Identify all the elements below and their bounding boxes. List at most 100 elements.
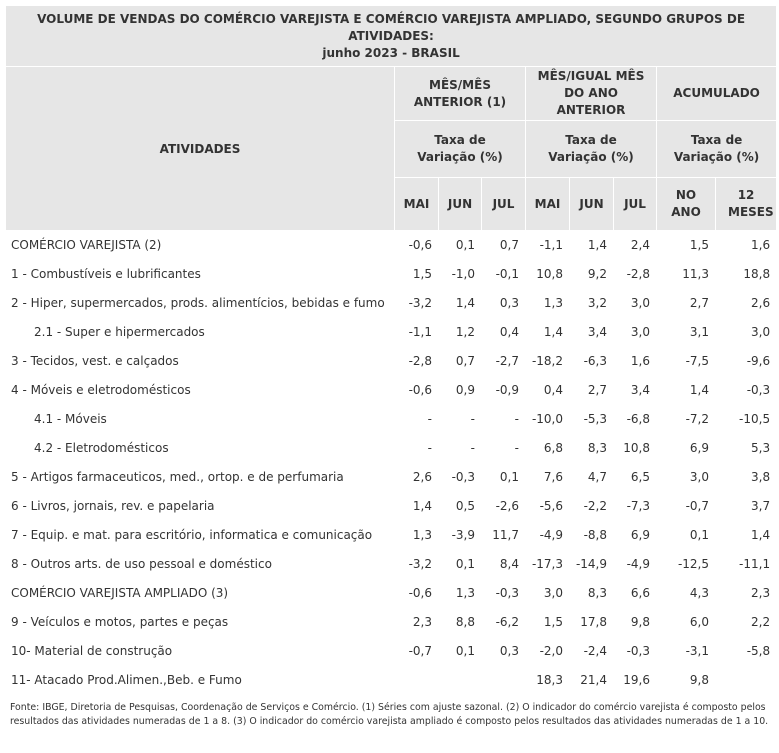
row-value: -17,3 bbox=[525, 549, 570, 579]
table-row: 4 - Móveis e eletrodomésticos -0,6 0,9 -0,9… bbox=[5, 375, 778, 405]
header-month-jun-2: JUN bbox=[569, 177, 614, 231]
row-value: 0,5 bbox=[438, 491, 482, 521]
row-label: 7 - Equip. e mat. para escritório, infor… bbox=[5, 520, 395, 550]
row-value: -2,4 bbox=[569, 636, 614, 666]
row-value: 6,9 bbox=[656, 433, 716, 463]
row-value: 1,5 bbox=[394, 259, 439, 289]
row-value: 8,4 bbox=[481, 549, 526, 579]
row-value: 11,3 bbox=[656, 259, 716, 289]
row-value: 10,8 bbox=[613, 433, 657, 463]
row-value: 0,7 bbox=[481, 230, 526, 260]
row-label: 8 - Outros arts. de uso pessoal e domést… bbox=[5, 549, 395, 579]
header-taxa-3: Taxa de Variação (%) bbox=[655, 120, 778, 178]
row-value: 3,7 bbox=[714, 491, 778, 521]
row-value: -1,1 bbox=[525, 230, 570, 260]
row-value: -7,5 bbox=[656, 346, 716, 376]
row-value: 0,3 bbox=[481, 288, 526, 318]
row-value: -0,7 bbox=[394, 636, 439, 666]
row-value: 6,8 bbox=[525, 433, 570, 463]
row-value: 8,8 bbox=[438, 607, 482, 637]
row-value: 4,3 bbox=[656, 578, 716, 608]
table-title: VOLUME DE VENDAS DO COMÉRCIO VAREJISTA E… bbox=[4, 5, 778, 67]
row-value bbox=[481, 665, 526, 695]
row-label: COMÉRCIO VAREJISTA AMPLIADO (3) bbox=[5, 578, 395, 608]
row-value: -3,1 bbox=[656, 636, 716, 666]
row-value: 3,4 bbox=[569, 317, 614, 347]
row-value: 0,1 bbox=[438, 636, 482, 666]
row-label: 2.1 - Super e hipermercados bbox=[5, 317, 395, 347]
row-value: 3,2 bbox=[569, 288, 614, 318]
row-value: - bbox=[481, 433, 526, 463]
row-label: 6 - Livros, jornais, rev. e papelaria bbox=[5, 491, 395, 521]
row-value: -1,0 bbox=[438, 259, 482, 289]
row-value: -12,5 bbox=[656, 549, 716, 579]
row-value: -4,9 bbox=[613, 549, 657, 579]
row-value: 6,0 bbox=[656, 607, 716, 637]
row-value: -6,8 bbox=[613, 404, 657, 434]
header-month-jul-2: JUL bbox=[613, 177, 657, 231]
row-value: 2,6 bbox=[714, 288, 778, 318]
row-value: 3,0 bbox=[613, 317, 657, 347]
row-value: -0,7 bbox=[656, 491, 716, 521]
row-value: 8,3 bbox=[569, 433, 614, 463]
row-value: -6,3 bbox=[569, 346, 614, 376]
table-row: COMÉRCIO VAREJISTA (2) -0,6 0,1 0,7 -1,1 1,4 2… bbox=[5, 230, 778, 260]
table-title-line2: junho 2023 - BRASIL bbox=[322, 45, 460, 60]
table-row: 9 - Veículos e motos, partes e peças 2,3 8… bbox=[5, 607, 778, 637]
row-value: 6,6 bbox=[613, 578, 657, 608]
row-value: 1,2 bbox=[438, 317, 482, 347]
row-value: 0,3 bbox=[481, 636, 526, 666]
row-value: 1,5 bbox=[656, 230, 716, 260]
row-value: 3,8 bbox=[714, 462, 778, 492]
header-taxa-2: Taxa de Variação (%) bbox=[525, 120, 657, 178]
row-value: 2,4 bbox=[613, 230, 657, 260]
row-value: 0,4 bbox=[525, 375, 570, 405]
row-value: 7,6 bbox=[525, 462, 570, 492]
row-value: 18,8 bbox=[714, 259, 778, 289]
row-value: 0,1 bbox=[481, 462, 526, 492]
table-row: 7 - Equip. e mat. para escritório, infor… bbox=[5, 520, 778, 550]
row-value: 9,2 bbox=[569, 259, 614, 289]
row-value: -2,7 bbox=[481, 346, 526, 376]
row-value: 5,3 bbox=[714, 433, 778, 463]
row-label: 10- Material de construção bbox=[5, 636, 395, 666]
row-value: -3,2 bbox=[394, 549, 439, 579]
row-value: 1,4 bbox=[714, 520, 778, 550]
header-12-meses: 12 MESES bbox=[714, 177, 778, 231]
row-label: 5 - Artigos farmaceuticos, med., ortop. … bbox=[5, 462, 395, 492]
table-row: 4.1 - Móveis - - - -10,0 -5,3 -6,8 -7,2 -10,5 bbox=[5, 404, 778, 434]
row-value: -2,6 bbox=[481, 491, 526, 521]
row-value: -3,9 bbox=[438, 520, 482, 550]
row-value: -9,6 bbox=[714, 346, 778, 376]
footnote-line1: Fonte: IBGE, Diretoria de Pesquisas, Coo… bbox=[10, 702, 766, 713]
header-group-acumulado: ACUMULADO bbox=[655, 66, 778, 121]
row-label: 3 - Tecidos, vest. e calçados bbox=[5, 346, 395, 376]
row-value: -3,2 bbox=[394, 288, 439, 318]
row-value: -2,2 bbox=[569, 491, 614, 521]
table-row: 2 - Hiper, supermercados, prods. aliment… bbox=[5, 288, 778, 318]
row-label: 4.2 - Eletrodomésticos bbox=[5, 433, 395, 463]
row-value: 0,9 bbox=[438, 375, 482, 405]
row-value: 9,8 bbox=[613, 607, 657, 637]
row-value: 8,3 bbox=[569, 578, 614, 608]
row-value: -0,1 bbox=[481, 259, 526, 289]
row-value: 11,7 bbox=[481, 520, 526, 550]
header-group-mes-mes: MÊS/MÊS ANTERIOR (1) bbox=[394, 66, 526, 121]
row-value: -0,3 bbox=[481, 578, 526, 608]
row-value: -7,3 bbox=[613, 491, 657, 521]
row-value: -2,8 bbox=[613, 259, 657, 289]
row-value: 18,3 bbox=[525, 665, 570, 695]
row-value: 1,4 bbox=[656, 375, 716, 405]
row-value: -2,0 bbox=[525, 636, 570, 666]
header-group-mes-igual: MÊS/IGUAL MÊS DO ANO ANTERIOR bbox=[525, 66, 657, 121]
table-row: 3 - Tecidos, vest. e calçados -2,8 0,7 -2,7… bbox=[5, 346, 778, 376]
row-value bbox=[394, 665, 439, 695]
table-body: COMÉRCIO VAREJISTA (2) -0,6 0,1 0,7 -1,1 1,4 2… bbox=[5, 230, 778, 695]
row-value: 6,9 bbox=[613, 520, 657, 550]
row-value: 3,0 bbox=[656, 462, 716, 492]
row-value: 0,1 bbox=[438, 230, 482, 260]
row-value: 1,6 bbox=[613, 346, 657, 376]
table-row: 11- Atacado Prod.Alimen.,Beb. e Fumo 18,3… bbox=[5, 665, 778, 695]
row-value: 1,4 bbox=[569, 230, 614, 260]
